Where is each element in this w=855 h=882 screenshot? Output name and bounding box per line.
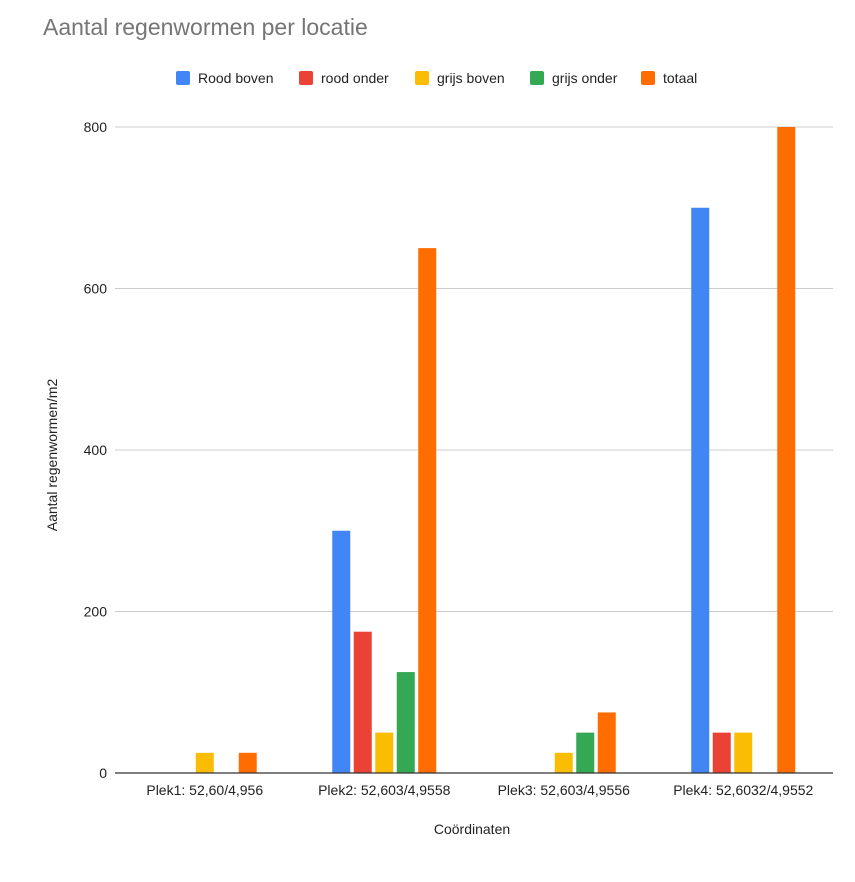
bar-grijs-onder-2[interactable]: [396, 672, 415, 773]
bar-grijs-boven-4[interactable]: [734, 732, 753, 773]
x-tick-label: Plek1: 52,60/4,956: [146, 782, 263, 798]
legend-swatch: [299, 71, 313, 85]
legend-swatch: [176, 71, 190, 85]
bar-rood-boven-2[interactable]: [332, 530, 351, 773]
y-tick-label: 400: [84, 442, 108, 458]
bar-grijs-onder-3[interactable]: [576, 732, 595, 773]
bar-rood-onder-2[interactable]: [353, 631, 372, 773]
y-tick-label: 800: [84, 119, 108, 135]
legend-swatch: [641, 71, 655, 85]
y-tick-label: 600: [84, 281, 108, 297]
bar-totaal-3[interactable]: [597, 712, 616, 773]
bar-grijs-boven-1[interactable]: [195, 752, 214, 773]
legend-label: grijs onder: [552, 70, 618, 86]
x-tick-label: Plek2: 52,603/4,9558: [318, 782, 451, 798]
bar-totaal-1[interactable]: [238, 752, 257, 773]
legend-item-0[interactable]: Rood boven: [176, 70, 274, 86]
bar-totaal-2[interactable]: [418, 248, 437, 773]
y-axis-title: Aantal regenwormen/m2: [44, 379, 60, 532]
legend-label: Rood boven: [198, 70, 274, 86]
x-axis-title: Coördinaten: [434, 821, 510, 837]
bar-rood-boven-4[interactable]: [691, 207, 710, 773]
legend: Rood boven rood onder grijs boven grijs ond…: [0, 70, 855, 92]
legend-label: totaal: [663, 70, 698, 86]
legend-swatch: [415, 71, 429, 85]
bar-totaal-4[interactable]: [777, 127, 796, 773]
bar-grijs-boven-2[interactable]: [375, 732, 394, 773]
legend-label: rood onder: [321, 70, 389, 86]
y-tick-label: 200: [84, 604, 108, 620]
legend-item-1[interactable]: rood onder: [299, 70, 389, 86]
legend-item-4[interactable]: totaal: [641, 70, 697, 86]
chart-title: Aantal regenwormen per locatie: [43, 14, 368, 40]
x-tick-label: Plek4: 52,6032/4,9552: [673, 782, 813, 798]
y-tick-label: 0: [99, 765, 107, 781]
legend-swatch: [530, 71, 544, 85]
bar-grijs-boven-3[interactable]: [554, 752, 573, 773]
legend-item-2[interactable]: grijs boven: [415, 70, 505, 86]
axes: 0 200 400 600 800 Plek1: 52,60/4,956 Plek2: 52…: [84, 119, 833, 798]
bar-rood-onder-4[interactable]: [712, 732, 731, 773]
bars: [195, 127, 796, 773]
legend-item-3[interactable]: grijs onder: [530, 70, 617, 86]
legend-label: grijs boven: [437, 70, 505, 86]
x-tick-label: Plek3: 52,603/4,9556: [498, 782, 631, 798]
grid-lines: [115, 126, 833, 612]
